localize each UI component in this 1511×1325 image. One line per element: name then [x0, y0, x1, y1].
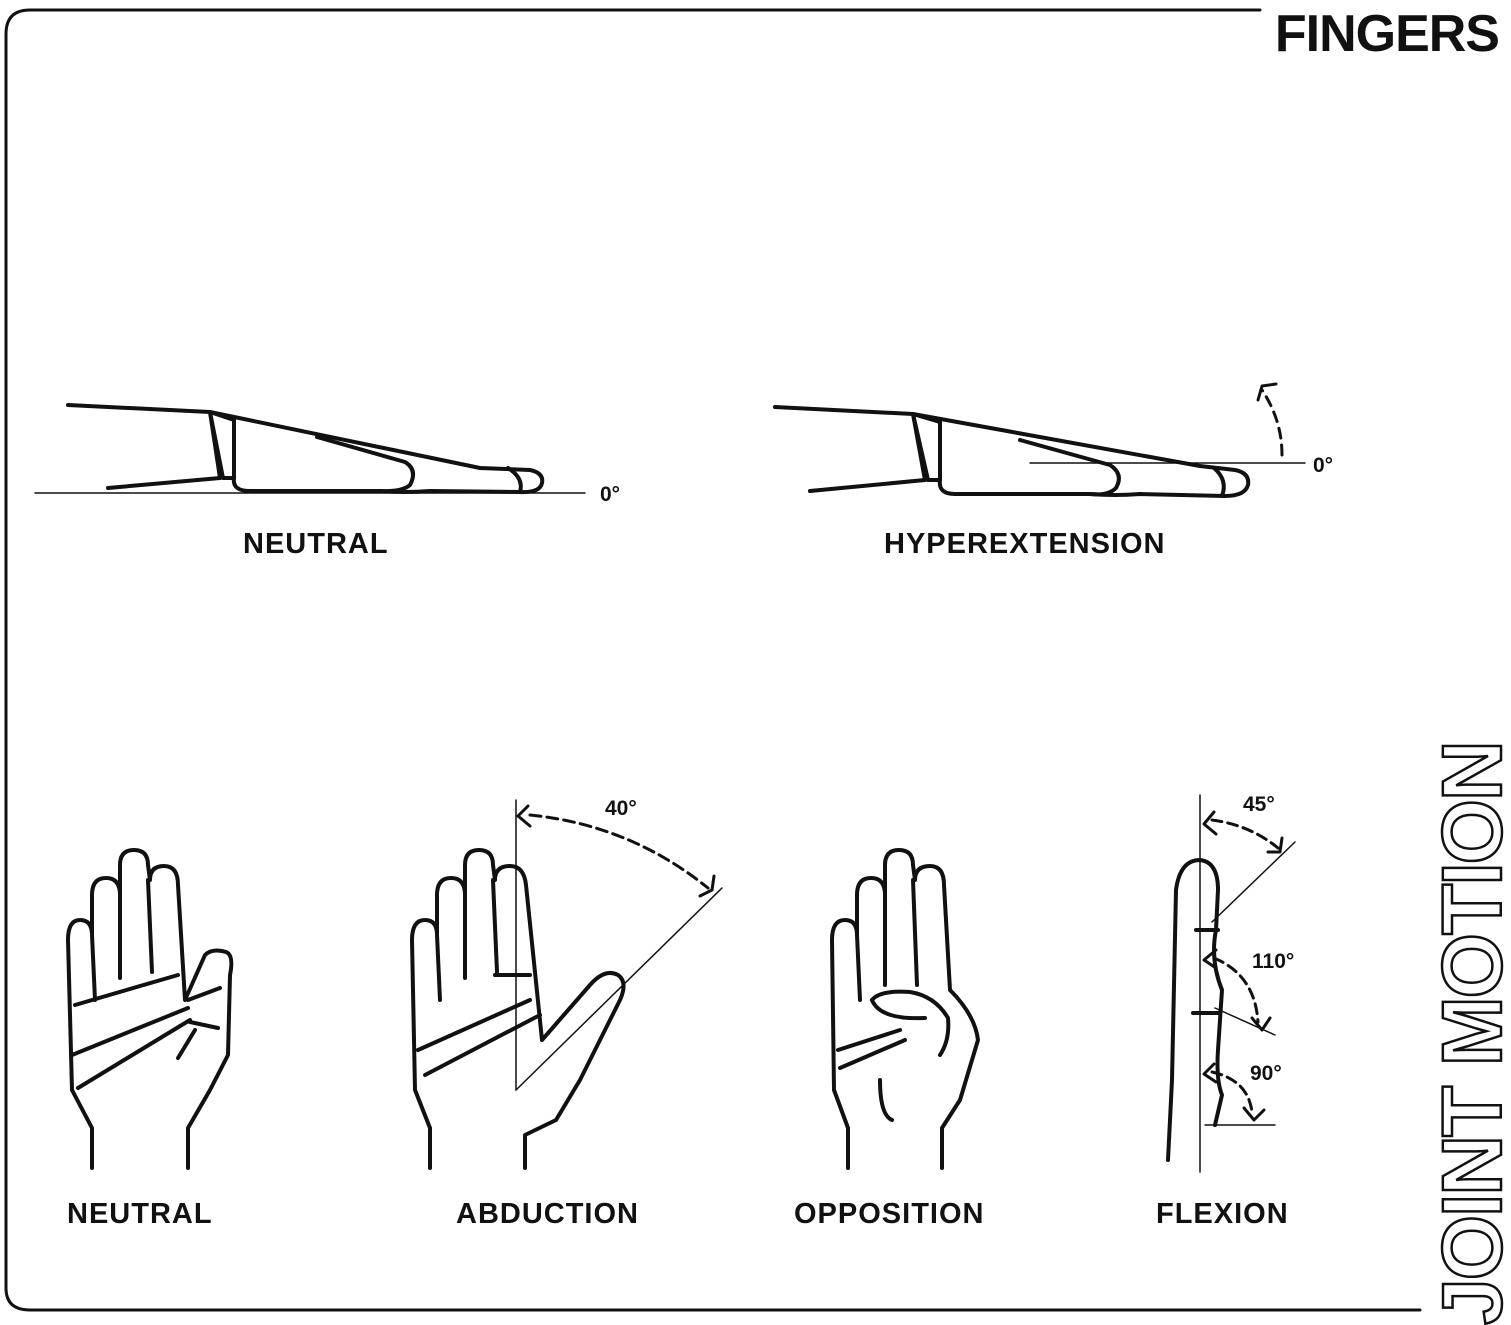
label-flexion: FLEXION — [1156, 1198, 1289, 1230]
angle-flexion-110: 110° — [1252, 950, 1295, 973]
page-frame — [4, 8, 1422, 1312]
angle-flexion-45: 45° — [1243, 793, 1275, 816]
label-hyperextension: HYPEREXTENSION — [884, 528, 1166, 560]
palm-hand-opposition — [830, 848, 980, 1170]
finger-flexion — [1166, 794, 1296, 1173]
label-abduction: ABDUCTION — [456, 1198, 639, 1230]
angle-neutral-side: 0° — [600, 483, 621, 506]
side-hand-neutral — [34, 403, 586, 495]
angle-abduction: 40° — [605, 797, 637, 820]
label-opposition: OPPOSITION — [794, 1198, 985, 1230]
page-title: FINGERS — [1266, 4, 1500, 64]
palm-hand-abduction — [410, 799, 723, 1170]
label-neutral-palm: NEUTRAL — [67, 1198, 213, 1230]
side-hand-hyperextension — [773, 382, 1306, 498]
angle-hyperextension: 0° — [1313, 454, 1334, 477]
label-neutral-side: NEUTRAL — [243, 528, 389, 560]
joint-motion-side-title: JOINT MOTION — [1424, 741, 1511, 1325]
angle-flexion-90: 90° — [1250, 1062, 1282, 1085]
palm-hand-neutral — [66, 848, 234, 1170]
